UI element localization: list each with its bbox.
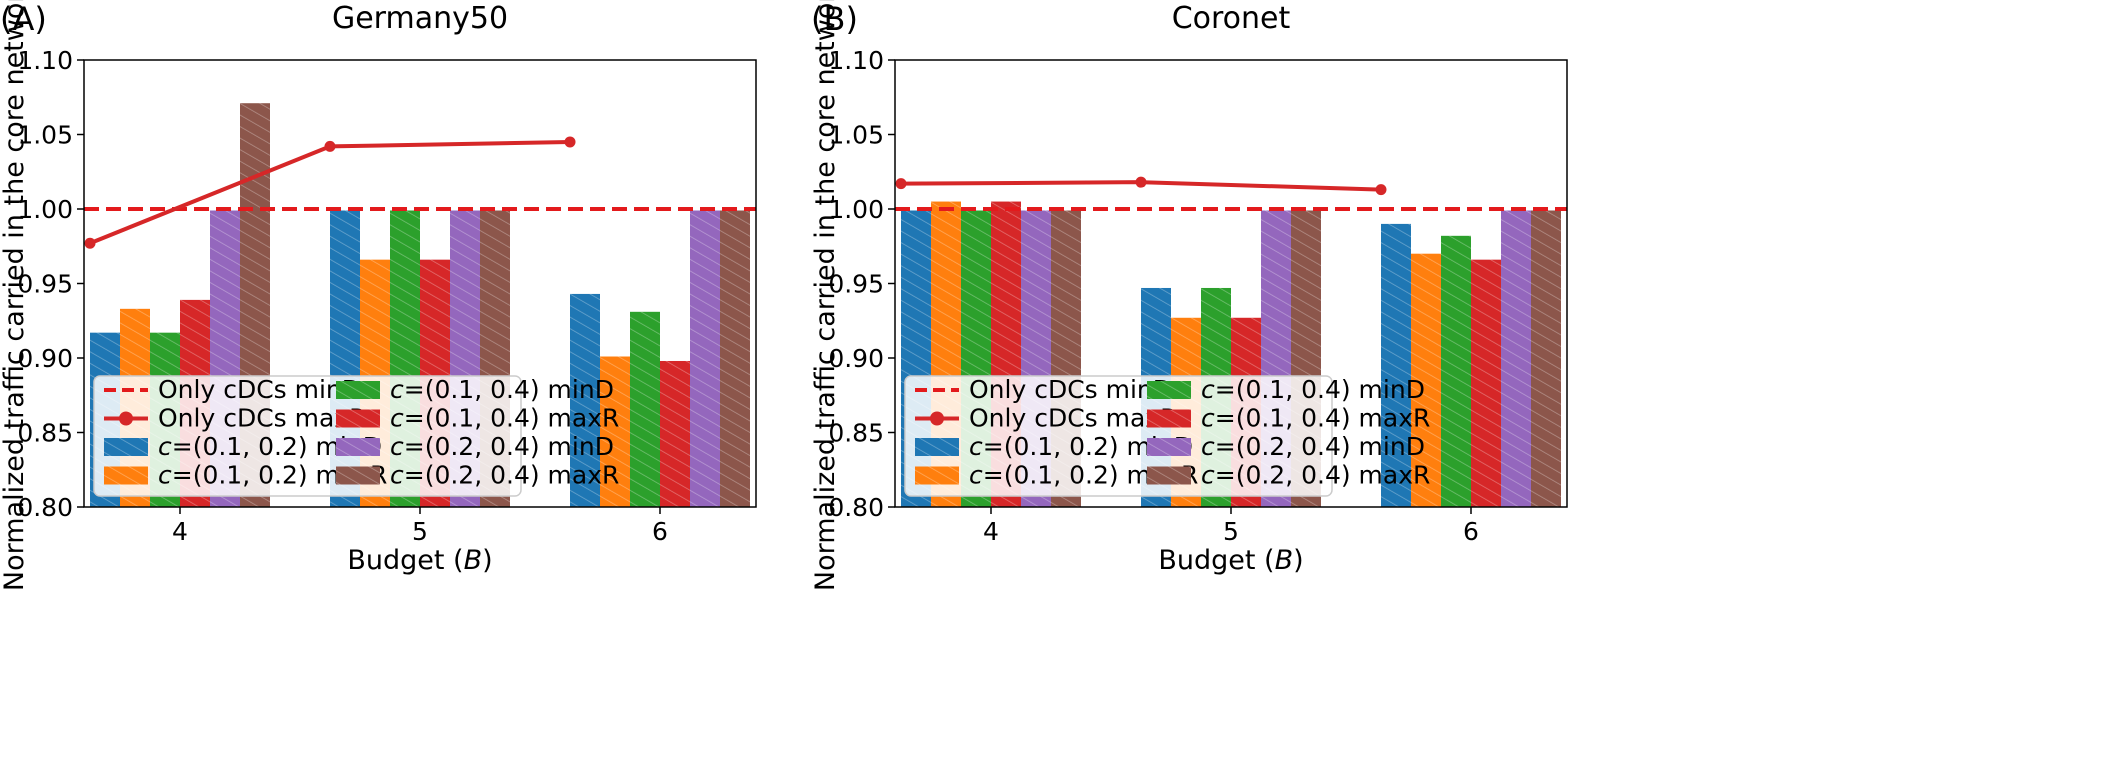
chart-title: Germany50	[332, 1, 508, 36]
y-tick-label: 0.90	[828, 344, 884, 373]
y-tick-label: 1.10	[828, 46, 884, 75]
legend-item: c=(0.2, 0.4) minD	[1147, 432, 1425, 461]
x-tick-label: 4	[983, 517, 999, 546]
y-tick-label: 0.85	[17, 419, 73, 448]
y-axis-title: Normalized traffic carried in the core n…	[810, 0, 841, 591]
legend-item: c=(0.1, 0.2) minD	[104, 432, 382, 461]
legend-swatch-hatch	[1147, 438, 1191, 456]
legend-swatch-marker	[119, 411, 133, 426]
bar-hatch	[1471, 259, 1501, 507]
bar-hatch	[1501, 210, 1531, 507]
y-axis-title: Normalized traffic carried in the core n…	[0, 0, 30, 591]
legend-swatch-marker	[930, 411, 944, 426]
legend-swatch-hatch	[915, 438, 959, 456]
line-point-5	[1135, 176, 1147, 188]
bar-hatch	[690, 210, 720, 507]
legend-item: c=(0.1, 0.4) maxR	[1147, 404, 1430, 433]
chart-title: Coronet	[1172, 1, 1291, 36]
legend-label: Only cDCs minD	[969, 375, 1172, 404]
y-tick-label: 0.95	[17, 270, 73, 299]
legend-box	[904, 375, 1333, 497]
legend-item: c=(0.2, 0.4) minD	[336, 432, 614, 461]
legend-item: Only cDCs minD	[915, 375, 1172, 404]
legend-label: c=(0.1, 0.4) minD	[1201, 375, 1425, 404]
x-tick-label: 5	[1223, 517, 1239, 546]
y-tick-label: 1.05	[17, 121, 73, 150]
line-point-6	[1375, 184, 1387, 196]
x-axis-title: Budget (B)	[347, 545, 492, 576]
legend-swatch-hatch	[1147, 381, 1191, 399]
legend-label: c=(0.2, 0.4) minD	[1201, 432, 1425, 461]
line-point-6	[564, 136, 576, 148]
legend-swatch-hatch	[336, 438, 380, 456]
legend-swatch-hatch	[104, 438, 148, 456]
chart-panel-b: 0.80 0.85 0.90 0.95 1.00 1.05 1.10 4 5 6 Budget (B…	[810, 0, 1568, 591]
legend-item: Only cDCs maxR	[915, 404, 1177, 433]
legend-item: c=(0.2, 0.4) maxR	[1147, 461, 1430, 490]
bar-hatch	[600, 356, 630, 507]
y-tick-label: 1.00	[828, 195, 884, 224]
legend-swatch-hatch	[915, 466, 959, 485]
x-tick-label: 6	[1463, 517, 1479, 546]
y-tick-label: 1.00	[17, 195, 73, 224]
legend-swatch-hatch	[336, 381, 380, 399]
legend-item: Only cDCs maxR	[104, 404, 366, 433]
legend-label: c=(0.2, 0.4) maxR	[390, 461, 619, 490]
legend-swatch-hatch	[1147, 409, 1191, 428]
line-point-5	[324, 140, 336, 152]
legend-item: c=(0.1, 0.4) minD	[336, 375, 614, 404]
y-tick-label: 1.10	[17, 46, 73, 75]
legend-item: c=(0.1, 0.2) minD	[915, 432, 1193, 461]
bar-hatch	[1381, 223, 1411, 507]
y-tick-label: 0.85	[828, 419, 884, 448]
line-point-4	[84, 237, 96, 249]
y-tick-label: 0.90	[17, 344, 73, 373]
bar-hatch	[720, 210, 750, 507]
y-tick-label: 0.80	[828, 493, 884, 522]
x-axis-title: Budget (B)	[1158, 545, 1303, 576]
legend-label: c=(0.2, 0.4) maxR	[1201, 461, 1430, 490]
legend-label: c=(0.1, 0.4) maxR	[390, 404, 619, 433]
legend-swatch-hatch	[336, 409, 380, 428]
legend-label: c=(0.1, 0.4) maxR	[1201, 404, 1430, 433]
bar-hatch	[1531, 210, 1561, 507]
y-tick-label: 0.80	[17, 493, 73, 522]
legend-item: c=(0.2, 0.4) maxR	[336, 461, 619, 490]
chart-panel-a: 0.80 0.85 0.90 0.95 1.00 1.05 1.10 4 5 6 Budget (B…	[0, 0, 757, 591]
legend-swatch-hatch	[104, 466, 148, 485]
panel-label: (B)	[811, 0, 858, 38]
legend-item: c=(0.1, 0.4) maxR	[336, 404, 619, 433]
legend-swatch-hatch	[336, 466, 380, 485]
legend-label: Only cDCs maxR	[969, 404, 1177, 433]
legend-swatch-hatch	[1147, 466, 1191, 485]
bar-hatch	[660, 360, 690, 507]
bar-hatch	[1441, 235, 1471, 507]
x-tick-label: 6	[652, 517, 668, 546]
panel-label: (A)	[0, 0, 47, 38]
legend-label: c=(0.2, 0.4) minD	[390, 432, 614, 461]
y-tick-label: 1.05	[828, 121, 884, 150]
legend-box	[93, 375, 522, 497]
legend-label: Only cDCs maxR	[158, 404, 366, 433]
line-point-4	[895, 178, 907, 190]
legend-label: Only cDCs minD	[158, 375, 361, 404]
bar-hatch	[570, 293, 600, 507]
x-tick-label: 4	[172, 517, 188, 546]
legend-label: c=(0.1, 0.4) minD	[390, 375, 614, 404]
legend-item: Only cDCs minD	[104, 375, 361, 404]
bar-hatch	[630, 311, 660, 507]
legend-item: c=(0.1, 0.4) minD	[1147, 375, 1425, 404]
x-tick-label: 5	[412, 517, 428, 546]
bar-hatch	[1411, 253, 1441, 507]
y-tick-label: 0.95	[828, 270, 884, 299]
